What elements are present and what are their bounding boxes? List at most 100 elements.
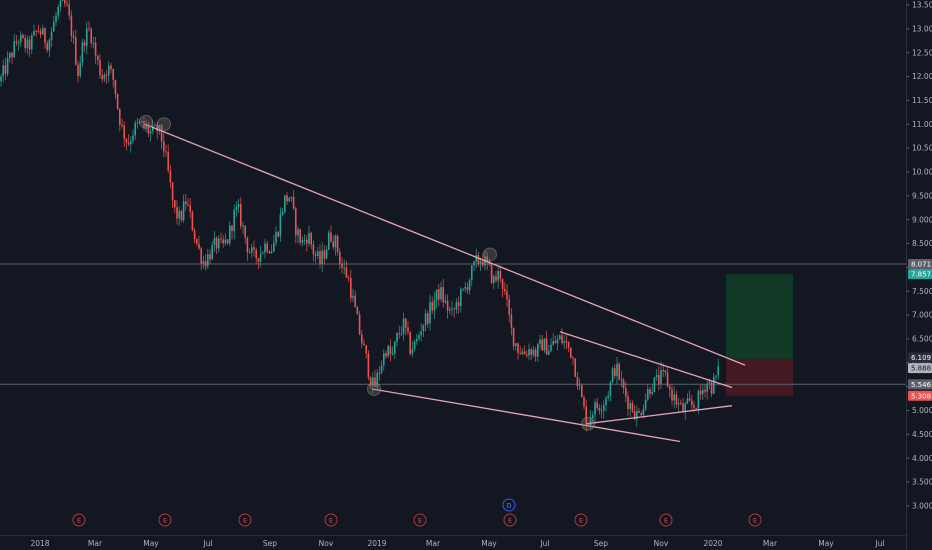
candle-body xyxy=(378,372,381,374)
event-markers[interactable]: E E E E E E E E ED xyxy=(72,498,762,527)
candle-body xyxy=(20,34,22,43)
candle-body xyxy=(482,261,484,266)
candle-body xyxy=(130,140,132,145)
position-zones[interactable] xyxy=(726,274,793,396)
y-tick-label: 11.000 xyxy=(912,120,932,129)
dividend-marker-label: D xyxy=(506,502,511,510)
candle-body xyxy=(334,235,337,248)
candle-body xyxy=(24,37,26,49)
candle-body xyxy=(255,249,257,259)
candle-body xyxy=(383,353,385,366)
candle-body xyxy=(680,403,682,405)
candle-body xyxy=(625,387,627,397)
candle-body xyxy=(686,398,689,404)
candle-body xyxy=(125,138,128,143)
candle-body xyxy=(4,65,7,74)
y-tick-label: 3.500 xyxy=(912,478,932,487)
y-tick-label: 8.500 xyxy=(912,239,932,248)
candle-body xyxy=(598,408,601,411)
earnings-marker[interactable]: E xyxy=(748,513,762,527)
candle-body xyxy=(94,42,97,56)
loss-zone[interactable] xyxy=(726,359,793,396)
candle-body xyxy=(231,225,233,232)
candle-body xyxy=(673,394,675,401)
candle-body xyxy=(530,349,532,355)
candle-body xyxy=(486,256,488,262)
profit-zone[interactable] xyxy=(726,274,793,360)
candle-body xyxy=(64,0,66,4)
candle-body xyxy=(204,261,207,267)
candle-body xyxy=(640,412,642,416)
candle-body xyxy=(642,408,645,416)
dividend-marker[interactable]: D xyxy=(502,498,516,512)
candle-body xyxy=(233,209,235,232)
earnings-marker[interactable]: E xyxy=(574,513,588,527)
time-axis[interactable]: 2018 Mar May Jul Sep Nov 2019 Mar May Jul Sep Nov 20… xyxy=(30,539,884,548)
candle-body xyxy=(460,289,462,306)
candle-body xyxy=(550,344,552,351)
price-badge xyxy=(908,379,932,390)
candle-body xyxy=(17,42,20,44)
earnings-marker[interactable]: E xyxy=(413,513,427,527)
candle-body xyxy=(572,357,574,359)
candle-body xyxy=(717,366,719,376)
candle-body xyxy=(286,195,288,202)
horizontal-lines[interactable] xyxy=(0,263,906,385)
price-badge xyxy=(908,390,932,401)
candle-body xyxy=(167,152,169,171)
y-tick-label: 10.500 xyxy=(912,144,932,153)
candle-body xyxy=(471,265,473,281)
candle-body xyxy=(361,334,363,344)
candle-body xyxy=(592,414,594,419)
candle-body xyxy=(187,204,189,206)
x-tick-label: May xyxy=(143,539,159,548)
candle-body xyxy=(537,343,539,357)
candle-body xyxy=(253,247,255,250)
candle-body xyxy=(44,28,46,44)
trendline[interactable] xyxy=(144,123,746,366)
earnings-marker[interactable]: E xyxy=(324,513,338,527)
candle-body xyxy=(145,125,147,128)
price-badge xyxy=(908,363,932,374)
y-tick-label: 5.000 xyxy=(912,406,932,415)
candle-body xyxy=(396,333,398,342)
candle-body xyxy=(99,60,101,75)
trendline[interactable] xyxy=(371,388,681,443)
x-tick-label: Jul xyxy=(539,539,549,548)
candle-body xyxy=(143,121,145,128)
earnings-marker[interactable]: E xyxy=(503,513,517,527)
candle-body xyxy=(622,379,625,388)
candle-body xyxy=(312,244,315,255)
candle-body xyxy=(119,108,121,125)
candle-body xyxy=(605,397,607,406)
candle-body xyxy=(631,403,634,412)
candle-body xyxy=(35,30,37,32)
candle-body xyxy=(702,389,704,395)
candle-body xyxy=(607,395,609,398)
candle-body xyxy=(466,286,469,290)
earnings-marker[interactable]: E xyxy=(659,513,673,527)
trendline[interactable] xyxy=(559,331,733,389)
candle-body xyxy=(196,239,198,244)
candle-body xyxy=(435,289,438,301)
earnings-marker[interactable]: E xyxy=(72,513,86,527)
candle-body xyxy=(68,4,70,16)
candle-body xyxy=(317,251,319,256)
candle-body xyxy=(33,30,35,36)
candle-body xyxy=(191,211,194,231)
candle-body xyxy=(114,79,117,94)
trendline[interactable] xyxy=(585,405,733,425)
earnings-marker[interactable]: E xyxy=(158,513,172,527)
earnings-marker[interactable]: E xyxy=(238,513,252,527)
candle-body xyxy=(101,74,103,80)
candle-body xyxy=(422,325,425,332)
candle-body xyxy=(363,343,365,346)
x-tick-label: May xyxy=(481,539,497,548)
candle-body xyxy=(48,39,51,51)
earnings-marker-label: E xyxy=(243,517,247,525)
trendlines[interactable] xyxy=(144,123,746,443)
candle-body xyxy=(541,339,543,351)
y-tick-label: 4.000 xyxy=(912,454,932,463)
y-tick-label: 4.500 xyxy=(912,430,932,439)
